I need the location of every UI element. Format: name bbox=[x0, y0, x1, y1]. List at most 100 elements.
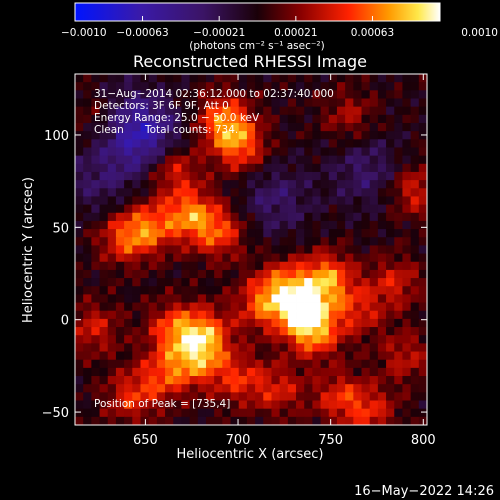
heatmap-cell bbox=[115, 90, 125, 99]
heatmap-cell bbox=[173, 212, 182, 222]
heatmap-cell bbox=[361, 327, 371, 336]
heatmap-cell bbox=[173, 131, 182, 140]
heatmap-cell bbox=[386, 327, 395, 336]
heatmap-cell bbox=[205, 82, 215, 91]
heatmap-cell bbox=[107, 351, 117, 361]
heatmap-cell bbox=[418, 408, 428, 418]
heatmap-cell bbox=[173, 261, 182, 271]
heatmap-cell bbox=[369, 90, 379, 99]
heatmap-cell bbox=[197, 278, 207, 287]
heatmap-cell bbox=[287, 82, 297, 91]
heatmap-cell bbox=[336, 204, 346, 214]
heatmap-cell bbox=[304, 74, 313, 83]
heatmap-cell bbox=[140, 359, 150, 369]
heatmap-cell bbox=[214, 114, 223, 124]
heatmap-cell bbox=[214, 147, 223, 157]
heatmap-cell bbox=[402, 302, 412, 312]
heatmap-cell bbox=[222, 408, 231, 418]
heatmap-cell bbox=[115, 155, 125, 165]
heatmap-cell bbox=[410, 416, 420, 426]
heatmap-cell bbox=[124, 253, 133, 263]
heatmap-cell bbox=[402, 229, 412, 238]
heatmap-cell bbox=[377, 114, 387, 124]
heatmap-cell bbox=[132, 359, 141, 369]
heatmap-cell bbox=[140, 147, 150, 157]
heatmap-cell bbox=[156, 416, 166, 426]
heatmap-cell bbox=[156, 147, 166, 157]
heatmap-cell bbox=[99, 171, 109, 181]
heatmap-cell bbox=[377, 400, 387, 410]
heatmap-cell bbox=[156, 351, 166, 361]
heatmap-cell bbox=[148, 400, 158, 410]
heatmap-cell bbox=[197, 269, 207, 279]
heatmap-cell bbox=[255, 220, 264, 230]
heatmap-cell bbox=[222, 220, 231, 230]
heatmap-cell bbox=[132, 286, 141, 295]
heatmap-cell bbox=[312, 237, 321, 246]
heatmap-cell bbox=[279, 220, 289, 230]
heatmap-cell bbox=[189, 212, 199, 222]
heatmap-cell bbox=[279, 147, 289, 157]
heatmap-cell bbox=[287, 367, 297, 377]
heatmap-cell bbox=[296, 261, 305, 271]
heatmap-cell bbox=[304, 220, 313, 230]
heatmap-cell bbox=[205, 335, 215, 344]
heatmap-cell bbox=[255, 171, 264, 181]
heatmap-cell bbox=[197, 343, 207, 352]
heatmap-cell bbox=[353, 269, 362, 279]
heatmap-cell bbox=[165, 82, 174, 91]
heatmap-cell bbox=[345, 400, 354, 410]
heatmap-cell bbox=[173, 122, 182, 132]
heatmap-cell bbox=[386, 294, 395, 303]
heatmap-cell bbox=[115, 253, 125, 263]
heatmap-cell bbox=[132, 310, 141, 320]
heatmap-cell bbox=[287, 269, 297, 279]
heatmap-cell bbox=[255, 229, 264, 238]
heatmap-cell bbox=[156, 269, 166, 279]
heatmap-cell bbox=[222, 204, 231, 214]
heatmap-cell bbox=[173, 98, 182, 108]
heatmap-cell bbox=[75, 155, 84, 165]
heatmap-cell bbox=[328, 122, 338, 132]
heatmap-cell bbox=[304, 278, 313, 287]
heatmap-cell bbox=[148, 302, 158, 312]
heatmap-cell bbox=[418, 351, 428, 361]
heatmap-cell bbox=[353, 343, 362, 352]
colorbar-tick-label: 0.0010 bbox=[461, 27, 498, 39]
heatmap-cell bbox=[91, 335, 100, 344]
heatmap-cell bbox=[328, 139, 338, 148]
heatmap-cell bbox=[214, 384, 223, 393]
heatmap-cell bbox=[230, 229, 240, 238]
heatmap-cell bbox=[271, 253, 281, 263]
heatmap-cell bbox=[132, 237, 141, 246]
heatmap-cell bbox=[230, 286, 240, 295]
heatmap-cell bbox=[263, 416, 272, 426]
heatmap-cell bbox=[328, 212, 338, 222]
heatmap-cell bbox=[132, 188, 141, 197]
y-tick-label: −50 bbox=[42, 406, 69, 421]
heatmap-cell bbox=[107, 204, 117, 214]
heatmap-cell bbox=[197, 384, 207, 393]
heatmap-cell bbox=[99, 359, 109, 369]
heatmap-cell bbox=[246, 229, 256, 238]
heatmap-cell bbox=[410, 351, 420, 361]
heatmap-cell bbox=[132, 400, 141, 410]
heatmap-cell bbox=[336, 147, 346, 157]
heatmap-cell bbox=[369, 327, 379, 336]
heatmap-cell bbox=[165, 171, 174, 181]
heatmap-cell bbox=[369, 74, 379, 83]
heatmap-cell bbox=[181, 245, 191, 254]
heatmap-cell bbox=[312, 220, 321, 230]
heatmap-cell bbox=[115, 335, 125, 344]
heatmap-cell bbox=[156, 318, 166, 328]
heatmap-cell bbox=[312, 310, 321, 320]
heatmap-cell bbox=[402, 147, 412, 157]
heatmap-cell bbox=[173, 147, 182, 157]
heatmap-cell bbox=[394, 261, 403, 271]
chart-title: Reconstructed RHESSI Image bbox=[133, 52, 367, 71]
heatmap-cell bbox=[189, 408, 199, 418]
heatmap-cell bbox=[296, 106, 305, 116]
heatmap-cell bbox=[345, 82, 354, 91]
heatmap-cell bbox=[238, 237, 248, 246]
